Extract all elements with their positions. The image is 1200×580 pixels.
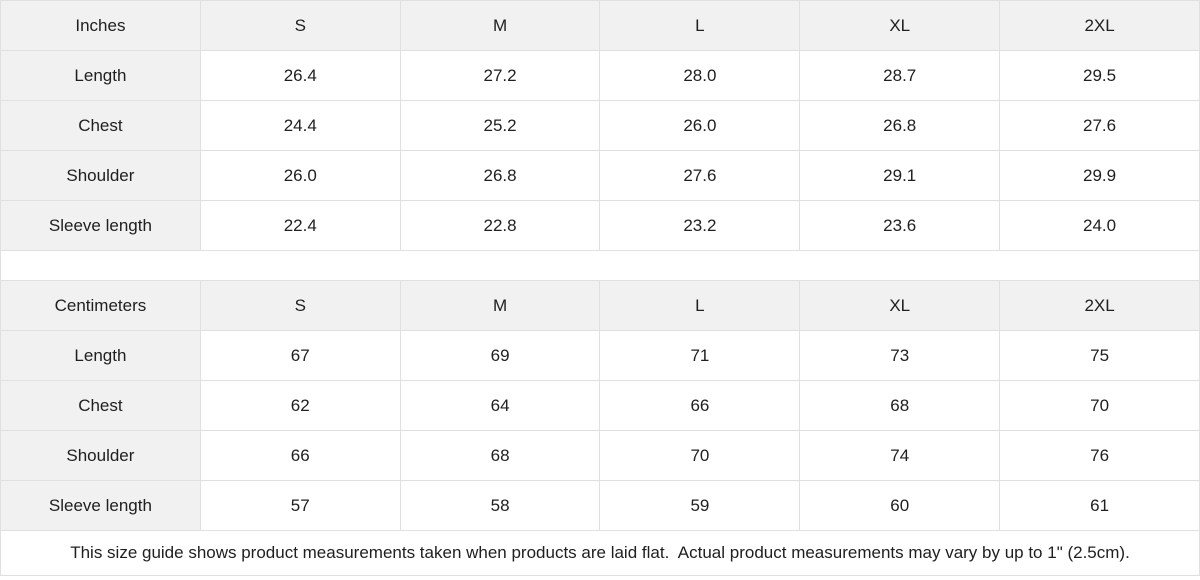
measurement-value: 27.6: [999, 100, 1200, 151]
measurement-value: 26.0: [599, 100, 801, 151]
measurement-value: 29.5: [999, 50, 1200, 101]
measurement-value: 29.1: [799, 150, 1001, 201]
header-row-inches: Inches S M L XL 2XL: [0, 0, 1200, 51]
spacer-cell: [0, 250, 1200, 281]
measurement-label: Sleeve length: [0, 480, 201, 531]
table-row: Chest 62 64 66 68 70: [0, 380, 1200, 431]
table-row: Shoulder 66 68 70 74 76: [0, 430, 1200, 481]
measurement-value: 70: [599, 430, 801, 481]
measurement-value: 68: [399, 430, 601, 481]
measurement-value: 70: [999, 380, 1200, 431]
measurement-value: 23.2: [599, 200, 801, 251]
measurement-value: 59: [599, 480, 801, 531]
unit-label-centimeters: Centimeters: [0, 280, 201, 331]
measurement-value: 24.4: [199, 100, 401, 151]
size-header-l: L: [599, 280, 801, 331]
measurement-value: 69: [399, 330, 601, 381]
measurement-value: 22.4: [199, 200, 401, 251]
footer-note: This size guide shows product measuremen…: [0, 530, 1200, 576]
size-header-2xl: 2XL: [999, 0, 1200, 51]
size-header-m: M: [399, 280, 601, 331]
table-row: Sleeve length 57 58 59 60 61: [0, 480, 1200, 531]
unit-label-inches: Inches: [0, 0, 201, 51]
size-header-s: S: [199, 280, 401, 331]
measurement-value: 29.9: [999, 150, 1200, 201]
measurement-value: 26.4: [199, 50, 401, 101]
measurement-value: 61: [999, 480, 1200, 531]
measurement-value: 75: [999, 330, 1200, 381]
measurement-value: 60: [799, 480, 1001, 531]
table-row: Chest 24.4 25.2 26.0 26.8 27.6: [0, 100, 1200, 151]
measurement-value: 24.0: [999, 200, 1200, 251]
measurement-value: 73: [799, 330, 1001, 381]
measurement-value: 67: [199, 330, 401, 381]
measurement-value: 28.0: [599, 50, 801, 101]
measurement-value: 27.6: [599, 150, 801, 201]
size-header-l: L: [599, 0, 801, 51]
measurement-label: Shoulder: [0, 150, 201, 201]
measurement-value: 23.6: [799, 200, 1001, 251]
measurement-label: Chest: [0, 380, 201, 431]
size-header-xl: XL: [799, 0, 1001, 51]
table-row: Length 26.4 27.2 28.0 28.7 29.5: [0, 50, 1200, 101]
header-row-centimeters: Centimeters S M L XL 2XL: [0, 280, 1200, 331]
measurement-label: Shoulder: [0, 430, 201, 481]
measurement-value: 26.8: [799, 100, 1001, 151]
size-header-2xl: 2XL: [999, 280, 1200, 331]
measurement-label: Length: [0, 50, 201, 101]
measurement-value: 64: [399, 380, 601, 431]
table-row: Shoulder 26.0 26.8 27.6 29.1 29.9: [0, 150, 1200, 201]
measurement-value: 62: [199, 380, 401, 431]
measurement-value: 26.8: [399, 150, 601, 201]
measurement-value: 71: [599, 330, 801, 381]
measurement-label: Sleeve length: [0, 200, 201, 251]
spacer-row: [0, 250, 1200, 281]
measurement-value: 26.0: [199, 150, 401, 201]
measurement-value: 66: [199, 430, 401, 481]
measurement-value: 57: [199, 480, 401, 531]
size-header-m: M: [399, 0, 601, 51]
table-row: Sleeve length 22.4 22.8 23.2 23.6 24.0: [0, 200, 1200, 251]
table-row: Length 67 69 71 73 75: [0, 330, 1200, 381]
measurement-value: 22.8: [399, 200, 601, 251]
size-header-s: S: [199, 0, 401, 51]
measurement-value: 74: [799, 430, 1001, 481]
measurement-label: Length: [0, 330, 201, 381]
measurement-value: 25.2: [399, 100, 601, 151]
footer-row: This size guide shows product measuremen…: [0, 530, 1200, 576]
size-header-xl: XL: [799, 280, 1001, 331]
measurement-value: 68: [799, 380, 1001, 431]
measurement-value: 58: [399, 480, 601, 531]
measurement-value: 76: [999, 430, 1200, 481]
measurement-value: 66: [599, 380, 801, 431]
measurement-value: 28.7: [799, 50, 1001, 101]
measurement-value: 27.2: [399, 50, 601, 101]
measurement-label: Chest: [0, 100, 201, 151]
